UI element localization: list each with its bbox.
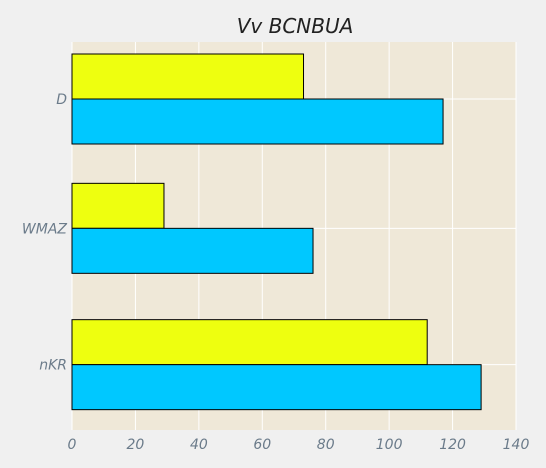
- bar-D-s1: [72, 54, 304, 99]
- y-tick-label: WMAZ: [22, 221, 67, 237]
- x-tick-label: 80: [317, 437, 335, 453]
- y-tick-label: D: [56, 92, 67, 108]
- bar-WMAZ-s1: [72, 183, 164, 228]
- chart-title: Vv BCNBUA: [237, 14, 354, 38]
- x-tick-label: 60: [253, 437, 271, 453]
- bar-D-s2: [72, 99, 443, 144]
- bar-nKR-s1: [72, 320, 427, 365]
- x-tick-label: 100: [376, 437, 403, 453]
- x-tick-label: 20: [127, 437, 145, 453]
- bar-WMAZ-s2: [72, 228, 313, 273]
- x-tick-label: 140: [503, 437, 530, 453]
- y-tick-label: nKR: [39, 358, 67, 374]
- bar-nKR-s2: [72, 365, 481, 410]
- x-tick-label: 120: [439, 437, 466, 453]
- x-tick-label: 40: [190, 437, 208, 453]
- x-tick-label: 0: [68, 437, 77, 453]
